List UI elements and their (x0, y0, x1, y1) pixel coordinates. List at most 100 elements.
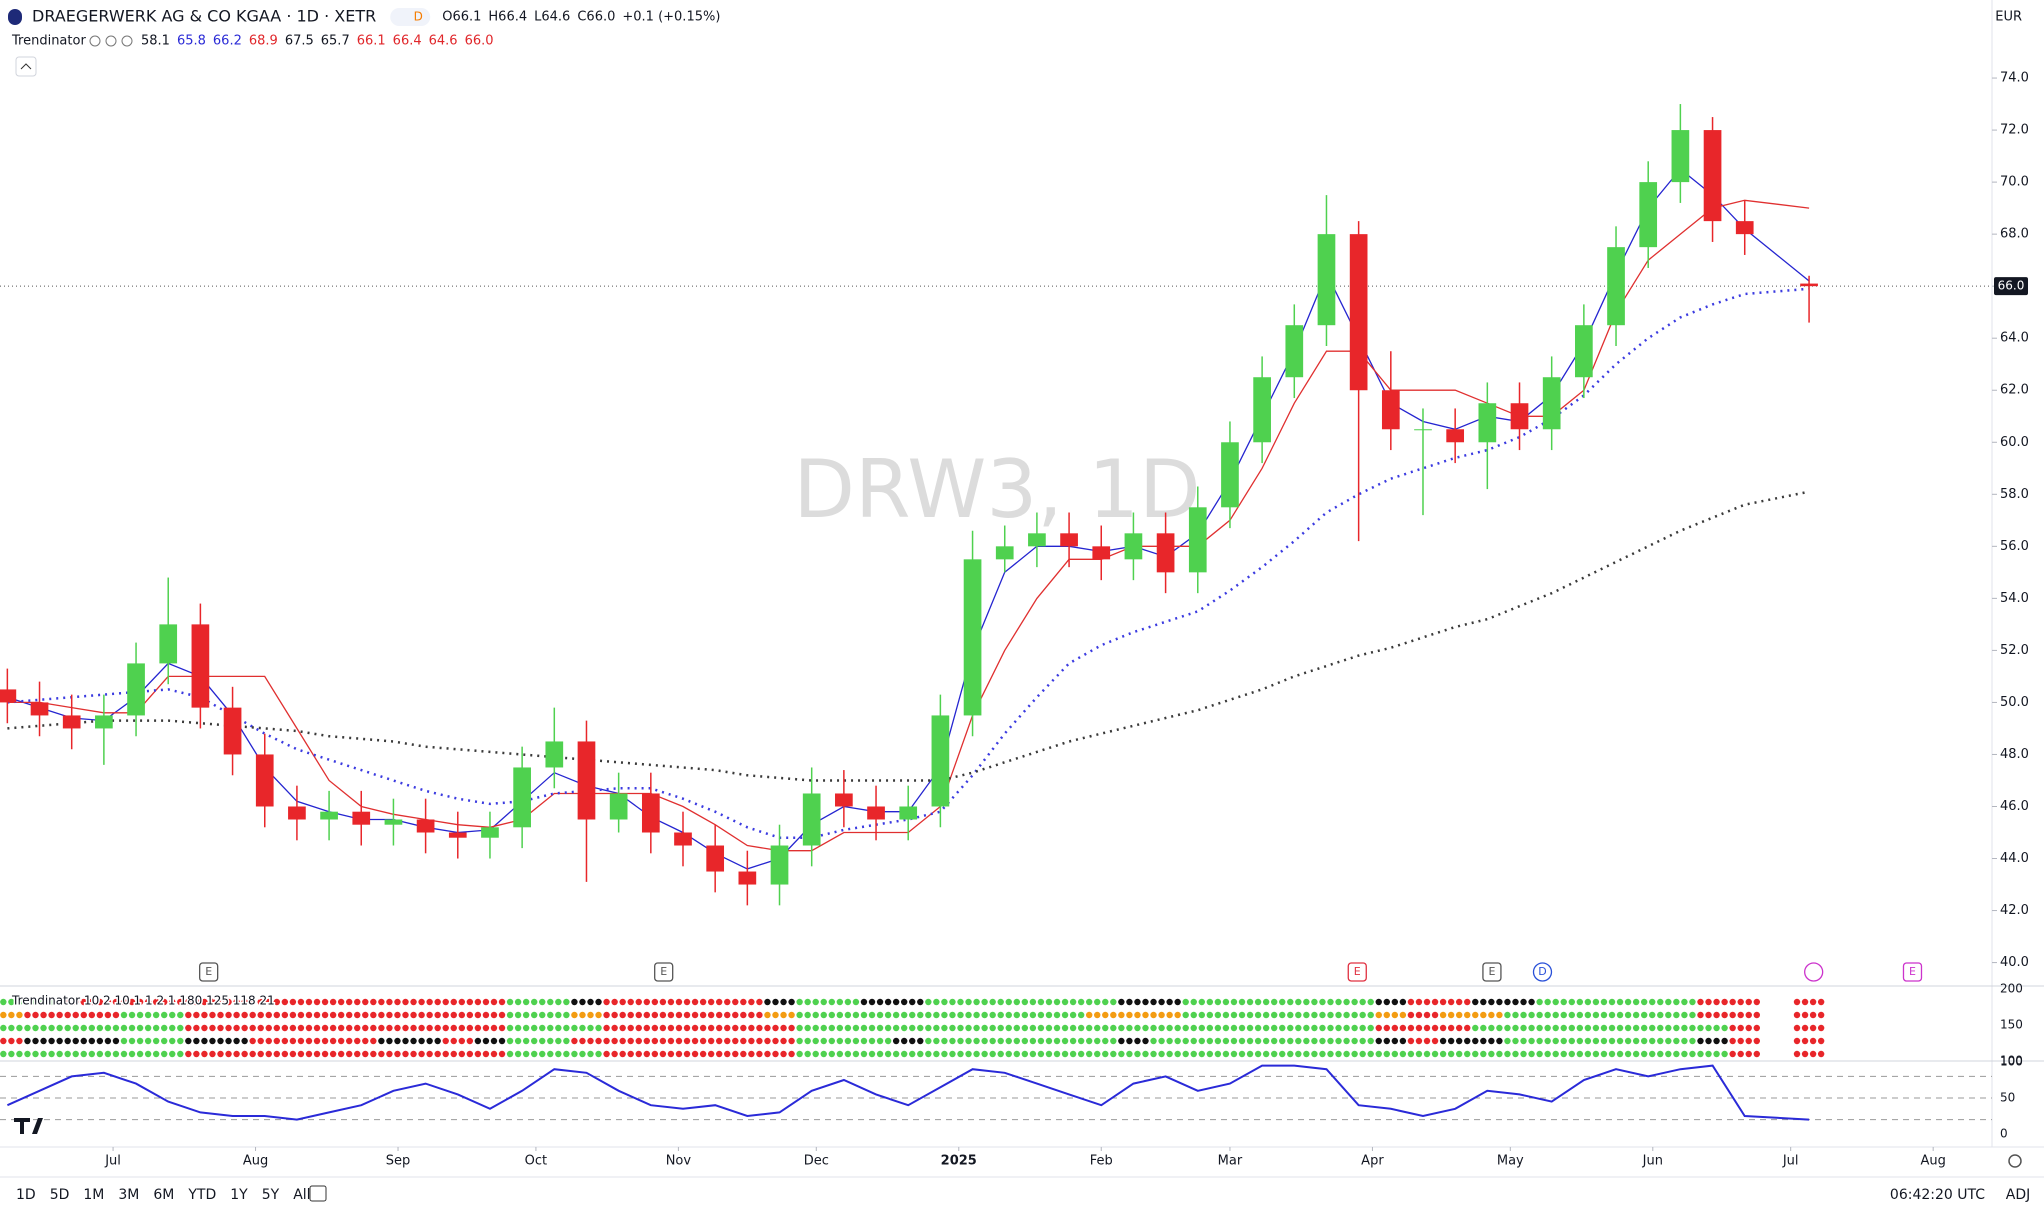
signal-dot (1665, 1037, 1672, 1045)
range-button[interactable]: 6M (153, 1187, 174, 1203)
event-marker[interactable] (1902, 962, 1923, 982)
candle-body (1800, 283, 1818, 287)
signal-dot (72, 1050, 79, 1058)
signal-dot (1737, 1011, 1744, 1019)
candle-body (1735, 221, 1754, 235)
signal-dot (1520, 998, 1527, 1006)
range-button[interactable]: 1Y (230, 1187, 248, 1203)
signal-dot (48, 1024, 55, 1032)
signal-dot (1029, 998, 1037, 1006)
signal-dot (88, 1011, 96, 1019)
signal-dot (378, 998, 385, 1006)
candle-body (320, 811, 338, 820)
signal-dot (772, 1050, 779, 1058)
range-button[interactable]: 5Y (262, 1187, 280, 1203)
indicator-icon[interactable] (105, 35, 117, 47)
event-marker[interactable] (654, 962, 674, 982)
signal-dot (24, 1050, 31, 1058)
alert-icon[interactable] (1804, 962, 1824, 982)
signal-dot (474, 998, 482, 1006)
indicator-icon[interactable] (121, 35, 133, 47)
signal-dot (1632, 1037, 1640, 1045)
signal-dot (128, 1024, 136, 1032)
signal-dot (1673, 998, 1680, 1006)
signal-dot (1649, 1050, 1656, 1058)
signal-dot (780, 1024, 787, 1032)
signal-dot (1037, 998, 1045, 1006)
range-button[interactable]: 3M (118, 1187, 139, 1203)
signal-dot (1455, 1011, 1463, 1019)
signal-dot (748, 1011, 755, 1019)
candle-body (545, 741, 564, 768)
signal-dot (1753, 1037, 1760, 1045)
signal-dot (1608, 1037, 1616, 1045)
signal-dot (297, 998, 305, 1006)
settings-icon[interactable] (2008, 1154, 2022, 1168)
signal-dot (1166, 1011, 1173, 1019)
signal-dot (136, 998, 144, 1006)
range-button[interactable]: 5D (50, 1187, 70, 1203)
signal-dot (474, 1050, 482, 1058)
date-range-icon[interactable] (309, 1185, 327, 1202)
signal-dot (313, 1011, 321, 1019)
signal-dot (627, 998, 634, 1006)
event-marker[interactable] (199, 962, 219, 982)
signal-dot (1005, 1011, 1012, 1019)
signal-dot (329, 1024, 337, 1032)
signal-dot (1480, 1024, 1487, 1032)
signal-dot (1279, 1011, 1286, 1019)
signal-dot (522, 1050, 530, 1058)
signal-dot (1069, 1037, 1077, 1045)
signal-dot (563, 1011, 570, 1019)
signal-dot (24, 1011, 31, 1019)
signal-dot (120, 1011, 128, 1019)
signal-dot (1681, 1037, 1688, 1045)
signal-dot (1311, 1037, 1318, 1045)
event-marker[interactable] (1532, 962, 1553, 982)
signal-dot (973, 998, 980, 1006)
dots-tick-label: 100 (2000, 1054, 2023, 1068)
signal-dot (796, 1011, 803, 1019)
signal-dot (1616, 1011, 1624, 1019)
range-button[interactable]: 1D (16, 1187, 36, 1203)
signal-dot (1431, 1011, 1439, 1019)
range-button[interactable]: All (293, 1187, 310, 1203)
signal-dot (434, 998, 441, 1006)
y-tick-label: 54.0 (2000, 591, 2029, 606)
signal-dot (1439, 998, 1447, 1006)
signal-dot (1616, 1050, 1624, 1058)
signal-dot (1472, 1024, 1479, 1032)
signal-dot (321, 1024, 329, 1032)
range-button[interactable]: YTD (187, 1187, 216, 1203)
signal-dot (1238, 1011, 1246, 1019)
signal-dot (804, 1011, 811, 1019)
event-marker[interactable] (1347, 962, 1367, 982)
signal-dot (169, 1050, 176, 1058)
signal-dot (836, 998, 844, 1006)
signal-dot (973, 1037, 980, 1045)
signal-dot (1689, 1037, 1696, 1045)
collapse-button[interactable] (15, 56, 37, 77)
signal-dot (1809, 1011, 1817, 1019)
signal-dot (265, 1037, 272, 1045)
signal-dot (1021, 1037, 1029, 1045)
signal-dot (88, 998, 96, 1006)
signal-dot (128, 1037, 136, 1045)
signal-dot (128, 1050, 136, 1058)
range-button[interactable]: 1M (83, 1187, 104, 1203)
signal-dot (1335, 1011, 1342, 1019)
signal-dot (1359, 1050, 1366, 1058)
candle-body (1542, 377, 1561, 430)
signal-dot (611, 1050, 618, 1058)
signal-dot (281, 998, 289, 1006)
signal-dot (748, 998, 755, 1006)
signal-dot (329, 998, 337, 1006)
signal-dot (1423, 998, 1431, 1006)
signal-dot (941, 1050, 948, 1058)
indicator-icon[interactable] (89, 35, 101, 47)
currency[interactable]: EUR (1995, 10, 2022, 25)
event-marker[interactable] (1482, 962, 1502, 982)
signal-dot (112, 1024, 120, 1032)
adj-toggle[interactable]: ADJ (2006, 1187, 2031, 1203)
signal-dot (1616, 1024, 1624, 1032)
